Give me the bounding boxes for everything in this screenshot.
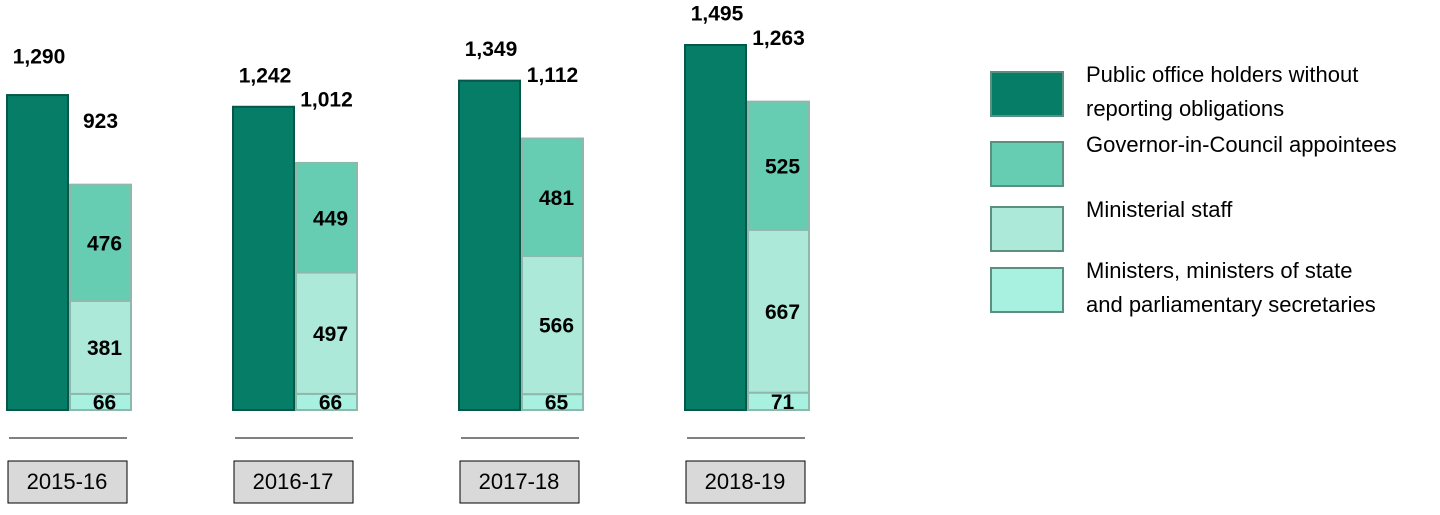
value-label: 1,242 — [239, 64, 292, 87]
bar-segment — [747, 100, 810, 231]
legend-label: Public office holders without reporting o… — [1086, 62, 1358, 121]
value-label: 66 — [93, 391, 116, 414]
value-label: 449 — [313, 207, 348, 230]
value-label: 525 — [765, 155, 800, 178]
value-label: 65 — [545, 392, 569, 415]
bar-segment — [295, 161, 358, 274]
x-tick-label: 2018-19 — [705, 469, 786, 494]
bar-segment — [521, 137, 584, 257]
legend-label: Ministers, ministers of state and parliam… — [1086, 258, 1376, 317]
bar-segment — [747, 228, 810, 394]
value-label: 1,495 — [691, 3, 744, 26]
legend-label: Ministerial staff — [1086, 197, 1233, 222]
bar — [684, 44, 747, 411]
value-label: 1,290 — [13, 46, 66, 69]
bar — [6, 94, 69, 411]
legend-swatch — [990, 71, 1064, 117]
category-box — [233, 460, 354, 504]
category-box — [459, 460, 580, 504]
category-box — [685, 460, 806, 504]
value-label: 71 — [771, 391, 795, 414]
total-label: 1,112 — [527, 64, 578, 87]
bar-segment — [69, 183, 132, 302]
bar-segment — [521, 254, 584, 396]
value-label: 481 — [539, 187, 574, 210]
total-label: 1,263 — [752, 27, 805, 50]
bar-segment — [69, 299, 132, 395]
bar — [232, 105, 295, 412]
x-tick-label: 2016-17 — [253, 469, 334, 494]
value-label: 667 — [765, 301, 800, 324]
value-label: 497 — [313, 323, 348, 346]
value-label: 566 — [539, 315, 574, 338]
legend-swatch — [990, 206, 1064, 252]
total-label: 923 — [83, 110, 118, 133]
bar — [458, 79, 521, 412]
category-box — [7, 460, 128, 504]
value-label: 1,349 — [465, 38, 518, 61]
value-label: 381 — [87, 337, 122, 360]
bar-segment — [295, 271, 358, 395]
x-tick-label: 2017-18 — [479, 469, 560, 494]
total-label: 1,012 — [300, 88, 353, 111]
legend-swatch — [990, 267, 1064, 313]
x-tick-label: 2015-16 — [27, 469, 108, 494]
value-label: 66 — [319, 391, 342, 414]
value-label: 476 — [87, 232, 122, 255]
legend-swatch — [990, 141, 1064, 187]
legend-label: Governor-in-Council appointees — [1086, 132, 1397, 157]
